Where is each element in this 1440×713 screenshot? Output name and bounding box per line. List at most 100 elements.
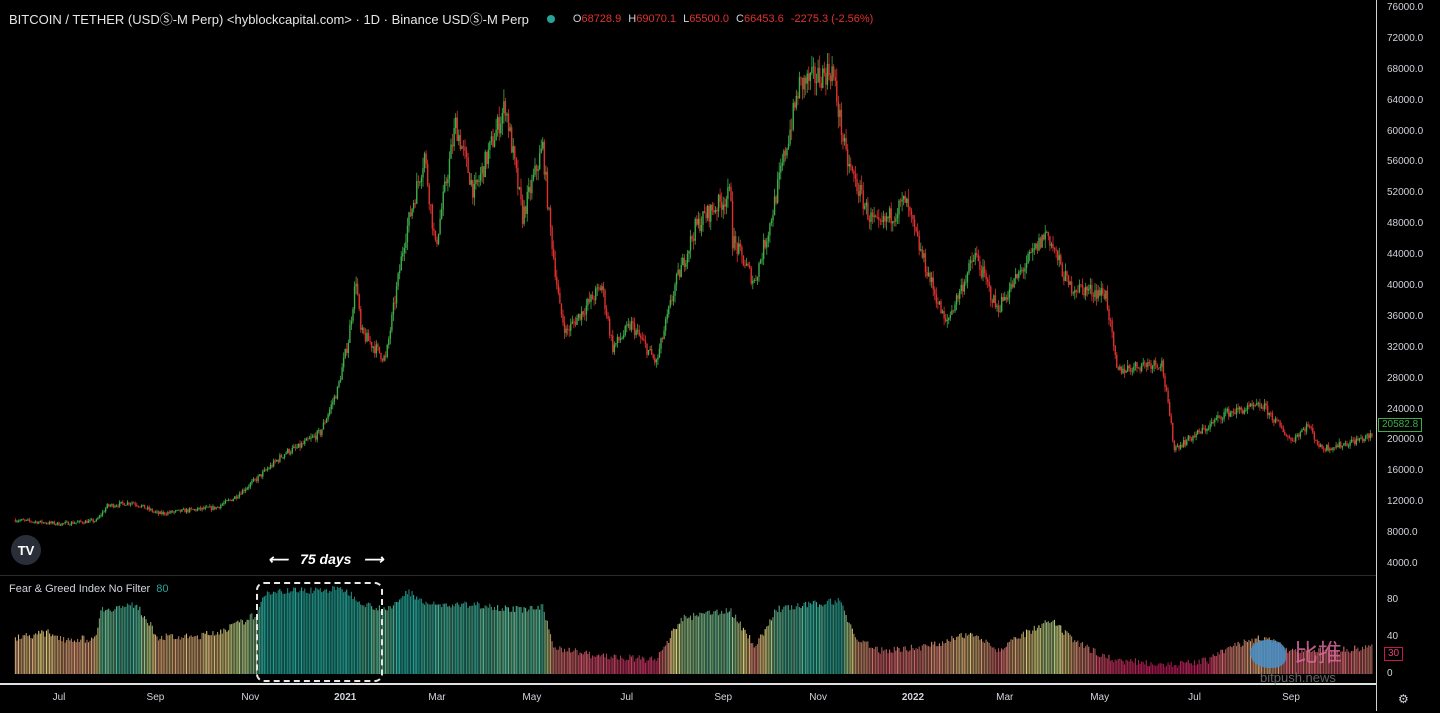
fear-greed-bar [1158,663,1160,674]
candle-body [1100,288,1102,296]
fear-greed-bar [1221,649,1224,674]
fear-greed-bar [1010,639,1012,674]
candle-body [874,215,877,217]
fear-greed-bar [591,655,594,674]
fear-greed-bar [997,648,1000,674]
fear-greed-bar [772,617,774,674]
candle-body [425,153,427,164]
candle-body [58,522,60,526]
fear-greed-bar [479,608,482,674]
candle-body [708,205,710,222]
gear-icon[interactable]: ⚙ [1398,692,1409,706]
candle-body [556,276,558,285]
fear-greed-bar [1089,652,1091,674]
candle-body [826,63,829,85]
candle-body [752,280,754,284]
candle-body [1304,428,1306,432]
fear-greed-bar [238,622,240,674]
candle-body [1056,250,1059,261]
fear-greed-bar [148,625,150,674]
tradingview-logo[interactable]: TV [11,535,41,565]
candle-body [1064,271,1067,282]
fear-greed-bar [111,611,113,674]
candle-body [758,263,760,277]
fear-greed-bar [590,658,592,674]
fear-greed-bar [517,606,519,674]
candle-body [972,259,975,262]
fear-greed-bar [434,604,436,674]
fear-greed-bar [293,587,295,674]
candle-body [518,187,521,189]
candle-body [716,209,718,212]
candle-body [804,77,807,84]
fear-greed-bar [70,638,72,674]
fear-greed-bar [1172,666,1174,674]
candle-body [514,146,516,159]
candle-body [836,80,838,102]
fear-greed-bar [960,632,962,674]
candle-body [1016,274,1018,279]
candle-body [1200,431,1202,434]
fear-greed-bar [84,642,86,674]
candle-body [859,184,861,197]
price-axis-label: 60000.0 [1387,125,1424,137]
candle-body [988,281,990,287]
price-axis[interactable]: 76000.0 72000.0 68000.0 64000.0 60000.0 56000… [1376,0,1440,711]
candle-body [1077,291,1079,293]
fear-greed-bar [1352,650,1354,674]
price-axis-label: 36000.0 [1387,310,1424,322]
candle-body [209,506,211,508]
candle-body [168,512,171,513]
candle-body [1070,281,1073,294]
fear-greed-bar [814,600,816,674]
candle-body [1329,448,1331,451]
price-chart[interactable] [0,0,1376,711]
fear-greed-bar [1080,642,1082,674]
candle-body [783,150,785,163]
candle-body [613,344,616,353]
candle-body [759,260,762,264]
candle-body [1091,284,1093,296]
candle-body [770,220,773,224]
candle-body [619,338,622,341]
candle-body [279,455,281,462]
fear-greed-bar [875,646,877,674]
fear-greed-bar [966,635,968,674]
pane-separator[interactable] [0,575,1376,576]
candle-body [1158,367,1160,369]
candle-body [895,218,897,222]
candle-body [728,186,731,188]
candle-body [352,309,354,321]
indicator-legend[interactable]: Fear & Greed Index No Filter 80 [9,583,168,595]
fear-greed-bar [935,646,937,674]
fear-greed-bar [1077,640,1079,674]
fear-greed-bar [758,638,760,674]
time-axis[interactable]: Jul Sep Nov 2021 Mar May Jul Sep Nov 2022 Mar May Ju… [0,683,1376,713]
fear-greed-bar [994,649,996,674]
candle-body [509,127,511,131]
time-axis-label: Nov [809,692,828,703]
fear-greed-bar [44,636,46,674]
candle-body [378,346,381,354]
candle-body [313,435,315,437]
candle-body [447,178,449,184]
fear-greed-bar [1035,630,1037,674]
fear-greed-bar [1083,648,1085,674]
fear-greed-bar [269,594,272,674]
fear-greed-bar [1122,661,1124,674]
candle-body [507,113,510,131]
candle-body [943,311,945,319]
candle-body [196,508,199,511]
candle-body [1072,292,1074,294]
candle-body [930,277,933,282]
candle-body [748,265,751,268]
fear-greed-bar [1100,656,1102,674]
candle-body [202,507,205,509]
candle-body [918,236,920,251]
fear-greed-bar [1058,624,1060,674]
time-axis-label: Nov [241,692,260,703]
candle-body [769,223,771,236]
symbol-title[interactable]: BITCOIN / TETHER (USDⓈ-M Perp) <hyblockc… [9,12,529,27]
candle-body [652,354,654,358]
candle-body [1301,430,1303,433]
